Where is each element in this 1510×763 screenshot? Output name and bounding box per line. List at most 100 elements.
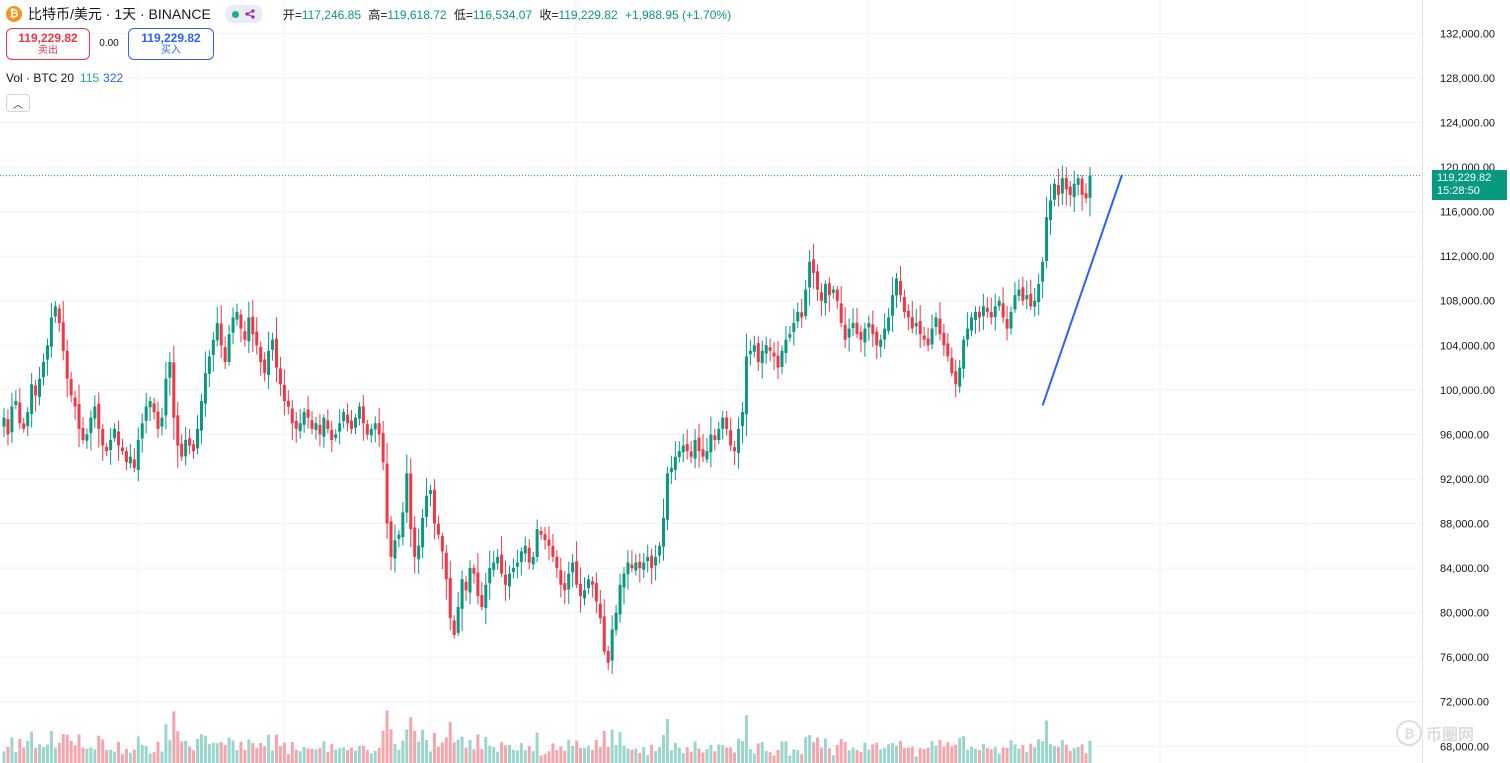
candle-body[interactable] bbox=[784, 339, 788, 354]
candle-body[interactable] bbox=[73, 397, 77, 407]
candle-body[interactable] bbox=[421, 517, 425, 548]
candle-body[interactable] bbox=[207, 356, 211, 374]
candle-body[interactable] bbox=[255, 331, 259, 346]
candle-body[interactable] bbox=[1029, 293, 1033, 307]
candle-body[interactable] bbox=[1005, 319, 1009, 329]
candle-body[interactable] bbox=[322, 417, 326, 437]
candle-body[interactable] bbox=[997, 300, 1001, 307]
candle-body[interactable] bbox=[456, 607, 460, 633]
candle-body[interactable] bbox=[1084, 193, 1088, 199]
candle-body[interactable] bbox=[6, 419, 10, 435]
candle-body[interactable] bbox=[342, 412, 346, 421]
candle-body[interactable] bbox=[543, 534, 547, 541]
candle-body[interactable] bbox=[124, 451, 128, 463]
buy-button[interactable]: 119,229.82 买入 bbox=[128, 28, 214, 60]
candle-body[interactable] bbox=[298, 423, 302, 432]
candle-body[interactable] bbox=[259, 346, 263, 363]
candle-body[interactable] bbox=[571, 562, 575, 573]
candle-body[interactable] bbox=[547, 539, 551, 546]
candle-body[interactable] bbox=[831, 289, 835, 293]
candle-body[interactable] bbox=[231, 317, 235, 333]
candle-body[interactable] bbox=[1037, 284, 1041, 303]
candle-body[interactable] bbox=[330, 429, 334, 440]
candle-body[interactable] bbox=[286, 400, 290, 407]
candle-body[interactable] bbox=[57, 308, 61, 324]
candle-body[interactable] bbox=[49, 317, 53, 347]
candle-body[interactable] bbox=[954, 371, 958, 385]
candle-body[interactable] bbox=[53, 306, 57, 317]
candle-body[interactable] bbox=[756, 343, 760, 363]
symbol-title[interactable]: 比特币/美元 · 1天 · BINANCE bbox=[28, 6, 211, 22]
candle-body[interactable] bbox=[819, 292, 823, 301]
candle-body[interactable] bbox=[219, 323, 223, 346]
candle-body[interactable] bbox=[752, 345, 756, 352]
candle-body[interactable] bbox=[278, 368, 282, 385]
candle-body[interactable] bbox=[168, 362, 172, 378]
candle-body[interactable] bbox=[373, 423, 377, 430]
candle-body[interactable] bbox=[748, 350, 752, 355]
candle-body[interactable] bbox=[199, 400, 203, 431]
candle-body[interactable] bbox=[586, 579, 590, 589]
candle-body[interactable] bbox=[148, 400, 152, 408]
candle-body[interactable] bbox=[650, 555, 654, 569]
candle-body[interactable] bbox=[314, 423, 318, 430]
candle-body[interactable] bbox=[120, 447, 124, 452]
candle-body[interactable] bbox=[334, 434, 338, 438]
candle-body[interactable] bbox=[898, 280, 902, 296]
candle-body[interactable] bbox=[184, 439, 188, 457]
candle-body[interactable] bbox=[981, 306, 985, 316]
candle-body[interactable] bbox=[164, 378, 168, 416]
candle-body[interactable] bbox=[906, 310, 910, 318]
candle-body[interactable] bbox=[440, 536, 444, 552]
candle-body[interactable] bbox=[338, 423, 342, 432]
candle-body[interactable] bbox=[385, 463, 389, 524]
candle-body[interactable] bbox=[45, 345, 49, 360]
candle-body[interactable] bbox=[409, 473, 413, 530]
candle-body[interactable] bbox=[839, 303, 843, 324]
candle-body[interactable] bbox=[642, 562, 646, 570]
candle-body[interactable] bbox=[476, 572, 480, 596]
candle-body[interactable] bbox=[113, 428, 117, 439]
candle-body[interactable] bbox=[302, 412, 306, 425]
candle-body[interactable] bbox=[693, 439, 697, 459]
candle-body[interactable] bbox=[1001, 303, 1005, 318]
candle-body[interactable] bbox=[436, 523, 440, 535]
candle-body[interactable] bbox=[1068, 186, 1072, 195]
candle-body[interactable] bbox=[10, 406, 14, 433]
candle-body[interactable] bbox=[689, 451, 693, 457]
candle-body[interactable] bbox=[847, 328, 851, 338]
candle-body[interactable] bbox=[559, 570, 563, 585]
candle-body[interactable] bbox=[796, 311, 800, 322]
candle-body[interactable] bbox=[1052, 183, 1056, 200]
candle-body[interactable] bbox=[527, 547, 531, 563]
candle-body[interactable] bbox=[188, 438, 192, 446]
candle-body[interactable] bbox=[966, 328, 970, 340]
candle-body[interactable] bbox=[117, 431, 121, 446]
candle-body[interactable] bbox=[223, 347, 227, 363]
candle-body[interactable] bbox=[1049, 200, 1053, 220]
candle-body[interactable] bbox=[417, 545, 421, 560]
candle-body[interactable] bbox=[507, 573, 511, 587]
candle-body[interactable] bbox=[346, 414, 350, 424]
candle-body[interactable] bbox=[808, 261, 812, 288]
candle-body[interactable] bbox=[152, 403, 156, 413]
candle-body[interactable] bbox=[701, 449, 705, 457]
candle-body[interactable] bbox=[1041, 261, 1045, 282]
candle-body[interactable] bbox=[551, 545, 555, 557]
candle-body[interactable] bbox=[902, 297, 906, 312]
candle-body[interactable] bbox=[369, 428, 373, 436]
candle-body[interactable] bbox=[1056, 185, 1060, 195]
candle-body[interactable] bbox=[468, 568, 472, 593]
candle-body[interactable] bbox=[243, 331, 247, 340]
candle-body[interactable] bbox=[563, 583, 567, 591]
candle-body[interactable] bbox=[211, 339, 215, 356]
candle-body[interactable] bbox=[294, 420, 298, 429]
candle-body[interactable] bbox=[61, 322, 65, 351]
candle-body[interactable] bbox=[523, 545, 527, 554]
candle-body[interactable] bbox=[1009, 311, 1013, 329]
candle-body[interactable] bbox=[725, 417, 729, 429]
candle-body[interactable] bbox=[638, 561, 642, 569]
candle-body[interactable] bbox=[579, 584, 583, 596]
candle-body[interactable] bbox=[654, 556, 658, 566]
candle-body[interactable] bbox=[926, 338, 930, 346]
